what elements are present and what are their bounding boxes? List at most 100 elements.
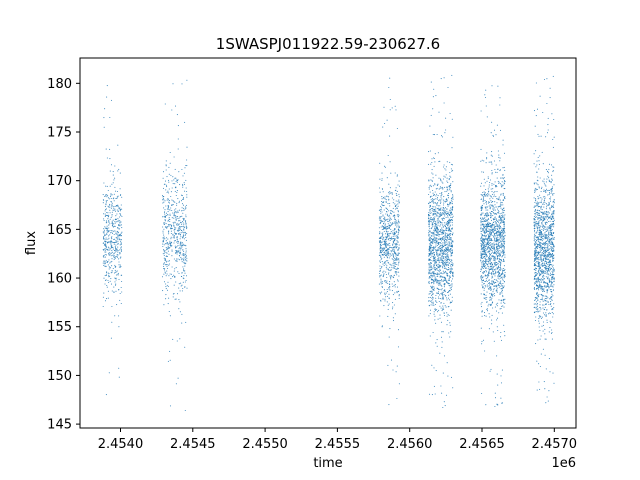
data-point <box>398 258 400 260</box>
data-point <box>382 196 385 199</box>
data-point <box>435 273 437 275</box>
data-point <box>179 226 181 228</box>
data-point <box>553 306 555 309</box>
data-point <box>498 216 500 218</box>
data-point <box>106 286 108 288</box>
data-point <box>180 200 183 202</box>
data-point <box>496 239 498 241</box>
data-point <box>111 183 113 185</box>
data-point <box>390 218 392 220</box>
data-point <box>393 221 395 223</box>
data-point <box>428 393 431 395</box>
data-point <box>173 223 175 225</box>
data-point <box>116 255 118 257</box>
data-point <box>436 204 438 206</box>
data-point <box>492 331 494 333</box>
data-point <box>168 275 170 277</box>
data-point <box>113 242 115 244</box>
data-point <box>489 229 492 231</box>
data-point <box>488 190 490 192</box>
data-point <box>382 239 384 241</box>
data-point <box>488 238 491 240</box>
data-point <box>428 282 430 284</box>
data-point <box>445 208 447 210</box>
data-point <box>441 260 443 262</box>
data-point <box>115 219 117 221</box>
data-point <box>439 314 441 316</box>
data-point <box>428 193 430 196</box>
data-point <box>440 289 442 291</box>
data-point <box>445 268 447 270</box>
data-point <box>442 280 444 282</box>
data-point <box>383 230 385 233</box>
data-point <box>486 116 488 118</box>
data-point <box>390 251 392 253</box>
data-point <box>499 266 501 269</box>
data-point <box>491 251 493 253</box>
data-point <box>396 241 398 243</box>
data-point <box>383 289 385 291</box>
data-point <box>494 213 496 215</box>
data-point <box>119 252 121 254</box>
data-point <box>176 179 178 181</box>
data-point <box>170 224 172 226</box>
data-point <box>501 177 504 179</box>
data-point <box>169 273 171 275</box>
data-point <box>501 292 503 294</box>
data-point <box>494 184 497 187</box>
data-point <box>396 267 399 269</box>
data-point <box>496 235 498 237</box>
data-point <box>499 203 501 205</box>
data-point <box>392 215 394 217</box>
data-point <box>109 148 111 150</box>
data-point <box>450 271 452 273</box>
data-point <box>167 214 169 216</box>
data-point <box>386 268 388 270</box>
data-point <box>176 258 178 260</box>
data-point <box>437 292 440 295</box>
data-point <box>390 264 392 266</box>
data-point <box>168 209 170 211</box>
data-point <box>179 290 181 292</box>
data-point <box>480 206 482 208</box>
data-point <box>184 234 186 236</box>
data-point <box>480 277 482 279</box>
data-point <box>498 233 500 235</box>
data-point <box>395 246 398 248</box>
data-point <box>489 244 491 246</box>
data-point <box>397 211 399 213</box>
data-point <box>431 210 433 212</box>
data-segment-2 <box>161 79 188 412</box>
data-point <box>429 250 431 252</box>
data-point <box>445 306 447 308</box>
data-point <box>545 228 547 230</box>
data-point <box>383 106 385 108</box>
data-point <box>483 227 485 230</box>
data-point <box>390 210 392 212</box>
data-point <box>490 240 492 242</box>
data-point <box>102 202 104 204</box>
data-point <box>177 230 179 232</box>
data-point <box>432 189 434 192</box>
data-point <box>501 249 503 251</box>
data-point <box>496 271 498 273</box>
data-point <box>393 211 395 213</box>
data-point <box>431 238 433 240</box>
data-point <box>102 236 105 238</box>
data-point <box>442 298 444 300</box>
data-point <box>119 188 121 190</box>
data-point <box>533 226 536 228</box>
data-point <box>437 219 439 221</box>
data-point <box>175 180 177 183</box>
data-point <box>378 216 381 218</box>
data-point <box>383 228 385 230</box>
data-point <box>542 202 545 204</box>
data-point <box>500 331 502 334</box>
data-point <box>503 182 505 184</box>
data-point <box>174 268 176 270</box>
data-point <box>184 223 186 225</box>
data-point <box>435 279 437 281</box>
data-point <box>380 207 382 209</box>
data-point <box>381 286 383 288</box>
data-point <box>166 191 168 193</box>
